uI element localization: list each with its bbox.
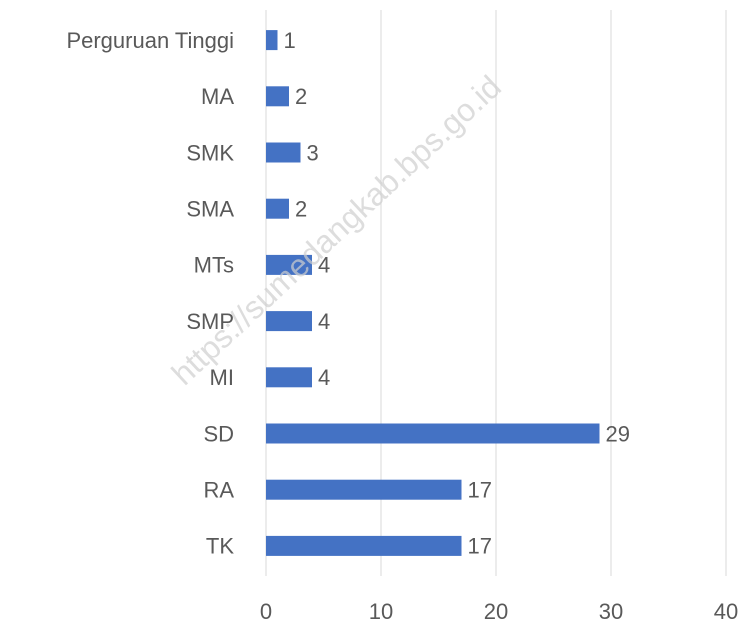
bar [266,535,462,556]
data-label: 17 [468,478,492,503]
bar [266,423,600,444]
y-tick-label: SD [203,421,234,446]
bar [266,479,462,500]
bar [266,254,312,275]
x-tick-label: 10 [369,599,393,624]
x-tick-label: 40 [714,599,738,624]
bar [266,198,289,219]
y-tick-label: Perguruan Tinggi [66,28,234,53]
x-tick-label: 30 [599,599,623,624]
data-label: 3 [307,140,319,165]
bar [266,367,312,388]
data-label: 2 [295,197,307,222]
data-label: 4 [318,365,330,390]
watermark: https://sumedangkab.bps.go.id [165,68,508,392]
data-label: 4 [318,309,330,334]
y-tick-label: TK [206,534,234,559]
bar [266,142,301,163]
bar [266,86,289,107]
y-tick-label: MTs [194,253,234,278]
y-tick-label: SMA [186,197,234,222]
data-label: 17 [468,534,492,559]
bar [266,311,312,332]
y-tick-label: RA [203,478,234,503]
data-label: 4 [318,253,330,278]
y-tick-label: SMK [186,140,234,165]
bar [266,30,278,51]
y-tick-label: MI [210,365,234,390]
data-label: 2 [295,84,307,109]
data-label: 29 [606,421,630,446]
y-tick-label: SMP [186,309,234,334]
y-tick-label: MA [201,84,234,109]
x-tick-label: 0 [260,599,272,624]
data-label: 1 [284,28,296,53]
x-tick-label: 20 [484,599,508,624]
